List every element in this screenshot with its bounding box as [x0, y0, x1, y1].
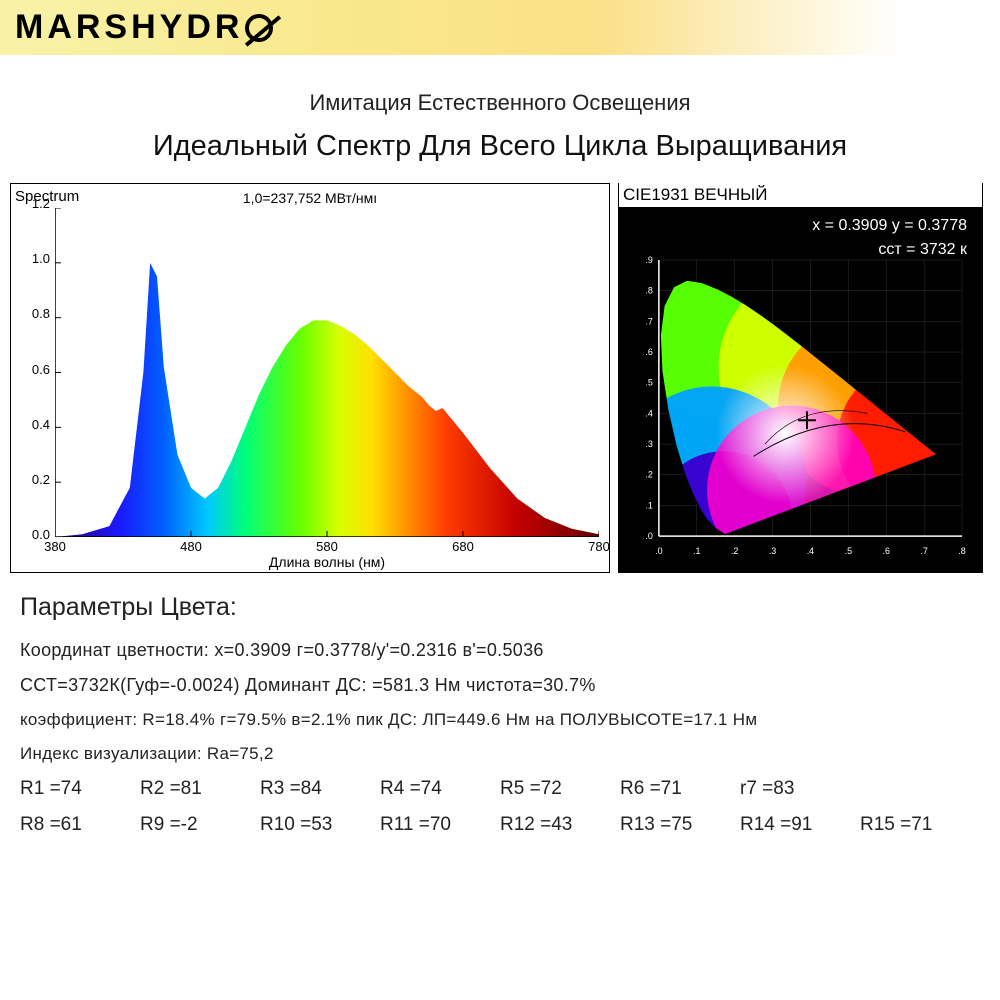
svg-text:.4: .4 [645, 408, 652, 418]
svg-text:.9: .9 [645, 255, 652, 265]
r-value: R1 =74 [20, 778, 140, 800]
svg-text:.1: .1 [693, 546, 700, 556]
r-value: R10 =53 [260, 814, 380, 836]
spectrum-x-label: Длина волны (нм) [269, 554, 385, 570]
svg-text:.4: .4 [807, 546, 814, 556]
r-value: R14 =91 [740, 814, 860, 836]
svg-text:.5: .5 [845, 546, 852, 556]
x-tick: 480 [180, 539, 202, 554]
brand-o-icon [245, 14, 273, 42]
r-value: R6 =71 [620, 778, 740, 800]
r-value: R3 =84 [260, 778, 380, 800]
main-title: Идеальный Спектр Для Всего Цикла Выращив… [0, 130, 1000, 163]
svg-text:.1: .1 [645, 500, 652, 510]
y-tick: 1.2 [15, 196, 50, 211]
param-chromaticity: Координат цветности: x=0.3909 г=0.3778/y… [20, 640, 980, 661]
svg-text:.7: .7 [920, 546, 927, 556]
r-value: R12 =43 [500, 814, 620, 836]
r-value: r7 =83 [740, 778, 860, 800]
spectrum-x-axis: Длина волны (нм) 380480580680780 [55, 538, 599, 568]
r-values-grid: R1 =74R2 =81R3 =84R4 =74R5 =72R6 =71r7 =… [20, 778, 980, 836]
params-title: Параметры Цвета: [20, 593, 980, 622]
subtitle: Имитация Естественного Освещения [0, 90, 1000, 116]
color-parameters: Параметры Цвета: Координат цветности: x=… [0, 573, 1000, 836]
cie-xy-line1: x = 0.3909 y = 0.3778 [812, 214, 967, 238]
cie-title: CIE1931 ВЕЧНЫЙ [619, 183, 982, 207]
spectrum-y-axis: 0.00.20.40.60.81.01.2 [15, 204, 55, 537]
r-value: R13 =75 [620, 814, 740, 836]
r-value: R8 =61 [20, 814, 140, 836]
y-tick: 0.8 [15, 306, 50, 321]
param-coefficient: коэффициент: R=18.4% г=79.5% в=2.1% пик … [20, 710, 980, 730]
svg-text:.6: .6 [883, 546, 890, 556]
y-tick: 1.0 [15, 251, 50, 266]
svg-text:.5: .5 [645, 378, 652, 388]
spectrum-chart: Spectrum 1,0=237,752 МВт/нмı 0.00.20.40.… [10, 183, 610, 573]
r-value: R9 =-2 [140, 814, 260, 836]
svg-text:.6: .6 [645, 347, 652, 357]
svg-text:.0: .0 [645, 531, 652, 541]
r-value: R2 =81 [140, 778, 260, 800]
spectrum-top-note: 1,0=237,752 МВт/нмı [243, 190, 377, 206]
x-tick: 580 [316, 539, 338, 554]
r-value: R11 =70 [380, 814, 500, 836]
r-value: R15 =71 [860, 814, 980, 836]
x-tick: 380 [44, 539, 66, 554]
y-tick: 0.6 [15, 362, 50, 377]
y-tick: 0.2 [15, 472, 50, 487]
svg-text:.2: .2 [731, 546, 738, 556]
x-tick: 780 [588, 539, 610, 554]
svg-text:.0: .0 [655, 546, 662, 556]
x-tick: 680 [452, 539, 474, 554]
r-value: R4 =74 [380, 778, 500, 800]
brand-text: MARSHYDR [15, 8, 243, 47]
brand-bar: MARSHYDR [0, 0, 1000, 55]
svg-text:.8: .8 [645, 286, 652, 296]
svg-text:.3: .3 [769, 546, 776, 556]
spectrum-plot [55, 208, 599, 537]
param-cri: Индекс визуализации: Ra=75,2 [20, 744, 980, 764]
param-cct: ССТ=3732К(Гуф=-0.0024) Доминант ДС: =581… [20, 675, 980, 696]
brand-logo: MARSHYDR [15, 8, 273, 47]
titles: Имитация Естественного Освещения Идеальн… [0, 90, 1000, 163]
r-value: R5 =72 [500, 778, 620, 800]
r-value [860, 778, 980, 800]
svg-text:.3: .3 [645, 439, 652, 449]
svg-text:.7: .7 [645, 316, 652, 326]
cie-plot: .0 .1 .2 .3 .4 .5 .6 .7 .8 .0 .1 .2 .3 .4 .5 .6 .7 .8 .9 [637, 254, 968, 558]
y-tick: 0.4 [15, 417, 50, 432]
cie-chart: CIE1931 ВЕЧНЫЙ x = 0.3909 y = 0.3778 сст… [618, 183, 983, 573]
svg-text:.8: .8 [958, 546, 965, 556]
svg-text:.2: .2 [645, 470, 652, 480]
